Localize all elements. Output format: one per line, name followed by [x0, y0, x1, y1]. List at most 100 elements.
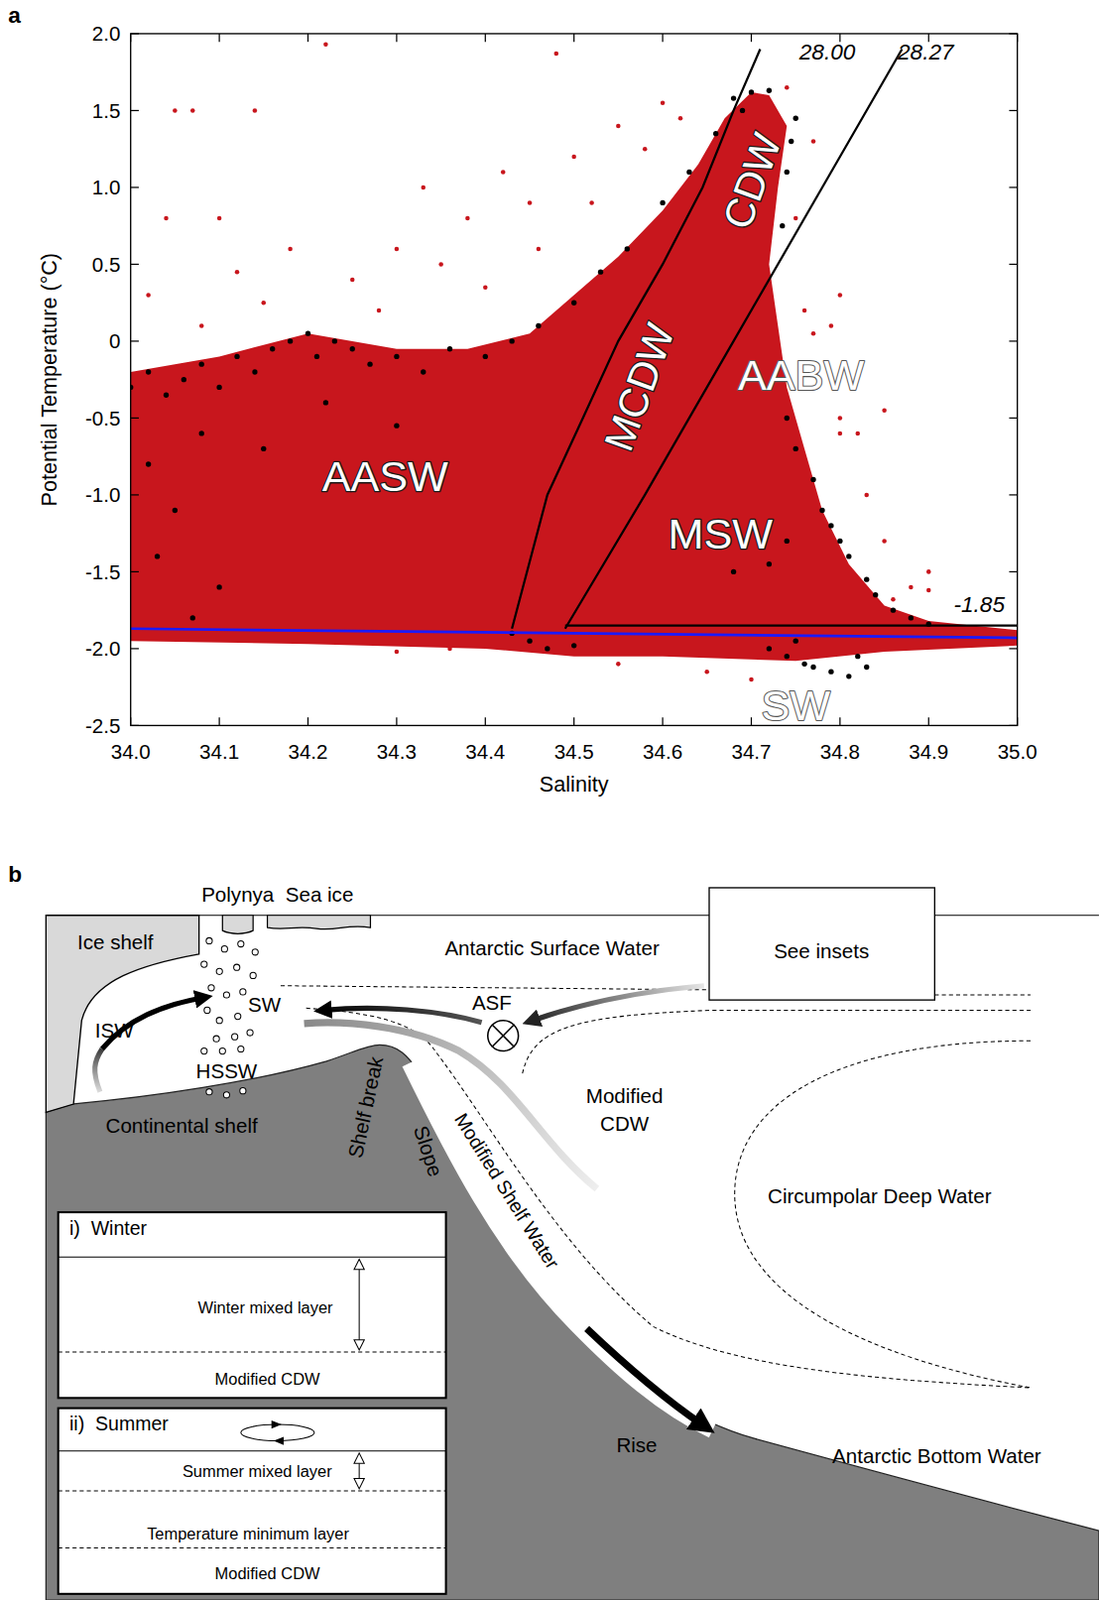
x-tick: [129, 717, 131, 726]
y-tick: [130, 493, 139, 495]
x-tick: [573, 717, 575, 726]
brine-bubble: [238, 1045, 245, 1052]
isoline-label: -1.85: [953, 592, 1005, 617]
scatter-point: [686, 169, 692, 175]
x-tick: [750, 33, 752, 42]
scatter-point: [172, 108, 178, 114]
polynya-ice: [222, 915, 253, 935]
x-tick: [1016, 33, 1018, 42]
x-axis-title: Salinity: [539, 771, 610, 797]
scatter-point: [829, 323, 835, 329]
scatter-point: [571, 300, 577, 306]
x-tick-label: 34.1: [199, 739, 240, 763]
scatter-point: [260, 300, 266, 306]
scatter-point: [252, 108, 258, 114]
isoline-label: 28.27: [896, 39, 956, 65]
scatter-point: [713, 130, 719, 136]
x-tick: [307, 717, 309, 726]
isoline: [130, 628, 1018, 638]
y-tick: [130, 647, 139, 649]
x-tick: [485, 717, 487, 726]
brine-bubble: [249, 972, 256, 978]
scatter-point: [784, 653, 790, 659]
label-line: Modified: [586, 1084, 664, 1107]
schematic: [45, 887, 1099, 1600]
scatter-point: [810, 664, 816, 670]
brine-bubble: [208, 984, 215, 991]
x-tick-label: 34.7: [731, 739, 771, 763]
isoline-label: 28.00: [798, 39, 856, 65]
scatter-point: [234, 354, 240, 360]
x-tick: [750, 717, 752, 726]
scatter-point: [779, 223, 785, 229]
scatter-point: [748, 677, 754, 683]
y-tick: [130, 263, 139, 265]
scatter-point: [863, 492, 869, 498]
scatter-point: [828, 669, 834, 675]
depth-arrow: [359, 1454, 361, 1488]
layer-label: Temperature minimum layer: [146, 1524, 350, 1543]
water-mass-boundary: [934, 993, 1031, 995]
x-tick-label: 34.6: [642, 739, 683, 763]
scatter-point: [420, 185, 426, 191]
scatter-point: [784, 415, 790, 421]
scatter-point: [784, 538, 790, 544]
x-tick-label: 34.8: [820, 739, 860, 763]
diagram-label: Continental shelf: [106, 1113, 258, 1137]
y-tick: [1008, 571, 1017, 573]
scatter-point: [269, 346, 275, 352]
asf-symbol: [488, 1020, 519, 1052]
scatter-point: [366, 361, 372, 367]
panel-label: a: [7, 2, 21, 28]
y-tick: [130, 110, 139, 112]
brine-bubble: [201, 961, 208, 968]
scatter-point: [704, 669, 710, 675]
scatter-point: [544, 645, 550, 651]
y-axis-title: Potential Temperature (°C): [36, 252, 62, 506]
scatter-point: [483, 354, 489, 360]
x-tick: [661, 33, 663, 42]
scatter-point: [163, 392, 169, 398]
y-tick: [1008, 725, 1017, 727]
plot-area: [130, 41, 1018, 682]
y-tick: [1008, 493, 1017, 495]
isoline: [565, 48, 903, 628]
scatter-point: [145, 368, 151, 374]
brine-bubble: [240, 1088, 246, 1095]
y-tick-label: -2.0: [85, 636, 121, 660]
scatter-point: [793, 637, 799, 643]
x-tick: [1016, 717, 1018, 726]
water-mass-label: MCDW: [596, 317, 685, 457]
layer-boundary: [58, 1489, 447, 1491]
x-tick: [395, 33, 397, 42]
brine-bubble: [216, 1017, 223, 1024]
scatter-point: [571, 154, 577, 160]
y-tick: [130, 725, 139, 727]
y-tick-label: -1.0: [85, 483, 121, 506]
scatter-point: [793, 116, 799, 122]
diagram-label: HSSW: [196, 1059, 258, 1083]
bottom-water-arrow: [587, 1328, 703, 1425]
scatter-point: [536, 246, 542, 252]
eddy-arrow: [271, 1420, 282, 1429]
plot-frame: [130, 33, 1018, 726]
scatter-point: [819, 507, 825, 513]
scatter-point: [526, 637, 532, 643]
scatter-point: [438, 261, 444, 267]
isoline: [565, 624, 1018, 627]
brine-bubble: [204, 1006, 211, 1013]
x-tick-label: 35.0: [997, 739, 1038, 763]
label-line: CDW: [600, 1111, 650, 1135]
scatter-point: [535, 323, 541, 329]
scatter-point: [846, 673, 852, 679]
scatter-point: [527, 200, 533, 206]
scatter-point: [615, 123, 621, 129]
scatter-point: [350, 346, 356, 352]
x-tick: [485, 33, 487, 42]
scatter-point: [926, 569, 932, 575]
y-tick: [1008, 340, 1017, 342]
shelf-inflow-arrow: [324, 1007, 482, 1022]
y-tick-label: 1.5: [92, 99, 122, 123]
scatter-point: [305, 331, 311, 337]
scatter-point: [216, 584, 222, 590]
